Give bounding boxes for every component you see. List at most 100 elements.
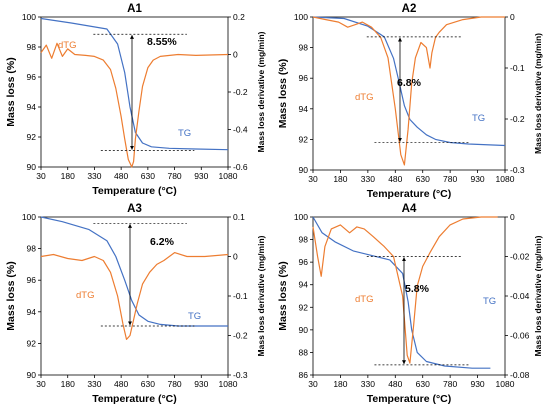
y2-axis-label: Mass loss derivative (mg/min) [533, 33, 543, 154]
y-tick-label: 94 [299, 104, 309, 114]
x-axis-label: Temperature (°C) [92, 393, 177, 405]
y-tick-label: 92 [299, 134, 309, 144]
y-tick-label: 100 [294, 212, 308, 222]
x-tick-label: 630 [416, 174, 430, 184]
y2-tick-label: -0.04 [510, 291, 530, 301]
panel-title: A4 [402, 203, 417, 215]
y2-tick-label: -0.6 [233, 162, 248, 172]
x-tick-label: 30 [36, 171, 46, 181]
y2-tick-label: -0.1 [233, 291, 248, 301]
series-line-dtg [312, 16, 505, 166]
x-tick-label: 630 [141, 379, 155, 389]
y-tick-label: 94 [299, 280, 309, 290]
y-tick-label: 94 [27, 102, 37, 112]
x-tick-label: 330 [361, 174, 375, 184]
x-tick-label: 1080 [219, 171, 238, 181]
y2-tick-label: -0.2 [233, 331, 248, 341]
y-tick-label: 94 [27, 307, 37, 317]
x-tick-label: 1080 [496, 174, 515, 184]
plot-frame [312, 216, 506, 376]
x-tick-label: 180 [61, 379, 75, 389]
y-tick-label: 90 [299, 165, 309, 175]
series-line-dtg [40, 42, 229, 168]
tg-series-label: TG [472, 113, 485, 124]
mass-loss-annotation: 5.8% [405, 283, 430, 295]
y-tick-label: 86 [299, 370, 309, 380]
mass-loss-annotation: 8.55% [147, 36, 177, 48]
series-line-tg [312, 16, 506, 147]
x-tick-label: 180 [61, 171, 75, 181]
x-tick-label: 30 [36, 379, 46, 389]
y-tick-label: 98 [299, 43, 309, 53]
series-line-dtg [312, 216, 498, 364]
x-tick-label: 930 [194, 379, 208, 389]
y2-axis-label: Mass loss derivative (mg/min) [256, 31, 266, 152]
y-tick-label: 92 [27, 338, 37, 348]
y-tick-label: 96 [27, 275, 37, 285]
y2-tick-label: -0.3 [233, 370, 248, 380]
x-tick-label: 330 [361, 379, 375, 389]
x-tick-label: 1080 [496, 379, 515, 389]
tg-series-label: TG [483, 296, 496, 307]
y-tick-label: 100 [294, 12, 308, 22]
y-tick-label: 88 [299, 347, 309, 357]
panel-title: A3 [127, 203, 142, 215]
panel-title: A2 [402, 3, 417, 15]
dtg-series-label: dTG [355, 92, 373, 103]
series-line-tg [40, 17, 229, 151]
y-axis-label: Mass loss (%) [5, 57, 17, 126]
plot-frame [312, 16, 506, 171]
y2-tick-label: -0.02 [510, 252, 530, 262]
x-tick-label: 330 [87, 379, 101, 389]
x-tick-label: 480 [114, 171, 128, 181]
x-tick-label: 780 [167, 171, 181, 181]
y2-tick-label: -0.3 [510, 165, 525, 175]
x-tick-label: 480 [114, 379, 128, 389]
x-tick-label: 30 [308, 379, 318, 389]
panel-a1: 30 180 330 480 630 780 930 1080 90 92 94 96 98 100 -0.… [5, 3, 266, 197]
x-tick-label: 330 [87, 171, 101, 181]
panel-a4: 30 180 330 480 630 780 930 1080 86 88 90 92 94 96 98 10… [277, 203, 543, 405]
x-axis-label: Temperature (°C) [367, 188, 452, 200]
y-tick-label: 98 [299, 235, 309, 245]
panel-a2: 30 180 330 480 630 780 930 1080 90 92 94 96 98 100 -0.… [277, 3, 543, 200]
x-tick-label: 780 [443, 379, 457, 389]
y2-tick-label: 0 [233, 50, 238, 60]
y2-tick-label: -0.08 [510, 370, 530, 380]
x-tick-label: 30 [308, 174, 318, 184]
x-tick-label: 930 [470, 174, 484, 184]
y2-tick-label: -0.2 [233, 87, 248, 97]
y-tick-label: 98 [27, 244, 37, 254]
dtg-series-label: dTG [58, 40, 76, 51]
y2-tick-label: -0.4 [233, 125, 248, 135]
y2-tick-label: 0 [233, 252, 238, 262]
y-tick-label: 90 [299, 325, 309, 335]
y-tick-label: 100 [22, 12, 36, 22]
x-tick-label: 480 [388, 379, 402, 389]
y2-axis-label: Mass loss derivative (mg/min) [533, 235, 543, 356]
y2-tick-label: -0.1 [510, 63, 525, 73]
y2-tick-label: 0 [510, 212, 515, 222]
y-axis-label: Mass loss (%) [277, 261, 289, 330]
y-tick-label: 100 [22, 212, 36, 222]
y-tick-label: 92 [27, 132, 37, 142]
panel-a3: 30 180 330 480 630 780 930 1080 90 92 94 96 98 100 -0.… [5, 203, 266, 405]
y2-tick-label: 0 [510, 12, 515, 22]
x-tick-label: 180 [333, 379, 347, 389]
x-tick-label: 1080 [219, 379, 238, 389]
x-axis-label: Temperature (°C) [367, 393, 452, 405]
tg-series-label: TG [188, 311, 201, 322]
x-tick-label: 780 [443, 174, 457, 184]
y2-tick-label: 0.2 [233, 12, 245, 22]
y-tick-label: 90 [27, 370, 37, 380]
y-axis-label: Mass loss (%) [5, 261, 17, 330]
dtg-series-label: dTG [355, 294, 373, 305]
x-tick-label: 630 [416, 379, 430, 389]
tg-series-label: TG [178, 128, 191, 139]
x-axis-label: Temperature (°C) [92, 185, 177, 197]
panel-title: A1 [127, 3, 142, 15]
x-tick-label: 780 [167, 379, 181, 389]
series-line-tg [40, 216, 228, 327]
y-tick-label: 90 [27, 162, 37, 172]
